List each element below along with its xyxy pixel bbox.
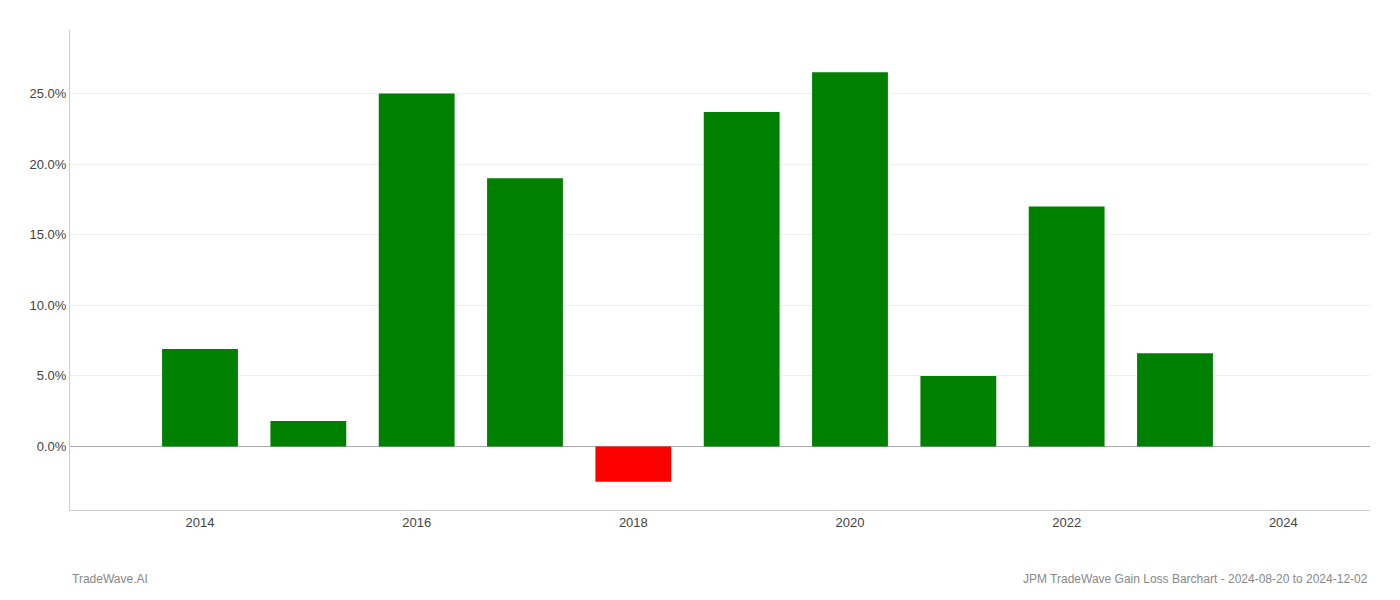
- svg-text:2022: 2022: [1052, 515, 1081, 530]
- svg-text:2024: 2024: [1269, 515, 1298, 530]
- svg-text:0.0%: 0.0%: [37, 439, 67, 454]
- svg-text:15.0%: 15.0%: [30, 227, 67, 242]
- svg-text:JPM TradeWave Gain Loss Barcha: JPM TradeWave Gain Loss Barchart - 2024-…: [1023, 572, 1368, 586]
- svg-text:2018: 2018: [619, 515, 648, 530]
- svg-text:2016: 2016: [402, 515, 431, 530]
- svg-text:10.0%: 10.0%: [30, 298, 67, 313]
- svg-text:5.0%: 5.0%: [37, 368, 67, 383]
- svg-text:25.0%: 25.0%: [30, 86, 67, 101]
- svg-text:20.0%: 20.0%: [30, 157, 67, 172]
- svg-text:TradeWave.AI: TradeWave.AI: [72, 572, 148, 586]
- svg-text:2014: 2014: [186, 515, 215, 530]
- svg-text:2020: 2020: [836, 515, 865, 530]
